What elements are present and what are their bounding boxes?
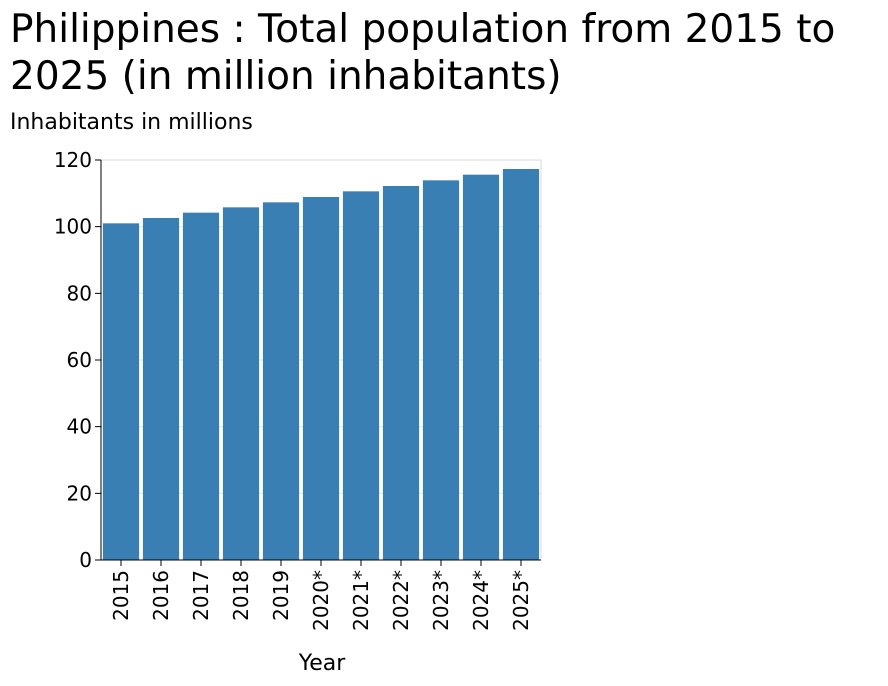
bar [342,191,380,561]
x-tick-label: 2018 [229,570,253,621]
x-tick-label: 2022* [389,570,413,631]
y-tick-label: 120 [54,148,92,172]
bars [102,169,540,561]
x-tick-label: 2019 [269,570,293,621]
x-tick-label: 2021* [349,570,373,631]
bar [262,202,300,561]
y-tick-label: 0 [79,548,92,572]
y-axis: 0 20 40 60 80 100 120 [54,148,102,572]
bar [222,207,260,561]
x-axis: 2015 2016 2017 2018 2019 2020* 2021* 2022* 2023*… [101,559,541,631]
y-tick-label: 40 [67,415,92,439]
y-tick-label: 80 [67,281,92,305]
bar [462,174,500,560]
y-tick-label: 100 [54,215,92,239]
x-tick-label: 2015 [109,570,133,621]
x-tick-label: 2017 [189,570,213,621]
bar [102,223,140,561]
x-tick-label: 2024* [469,570,493,631]
y-axis-label: Inhabitants in millions [10,110,253,135]
bar [142,218,180,560]
x-tick-label: 2020* [309,570,333,631]
x-tick-label: 2016 [149,570,173,621]
bar [422,180,460,561]
y-tick-label: 20 [67,481,92,505]
bar [182,212,220,560]
bar [382,186,420,560]
x-tick-label: 2025* [509,570,533,631]
x-axis-label: Year [298,651,347,676]
chart-title: Philippines : Total population from 2015… [10,7,836,99]
y-tick-label: 60 [67,348,92,372]
x-tick-label: 2023* [429,570,453,631]
bar [502,169,540,560]
bar [302,197,340,560]
